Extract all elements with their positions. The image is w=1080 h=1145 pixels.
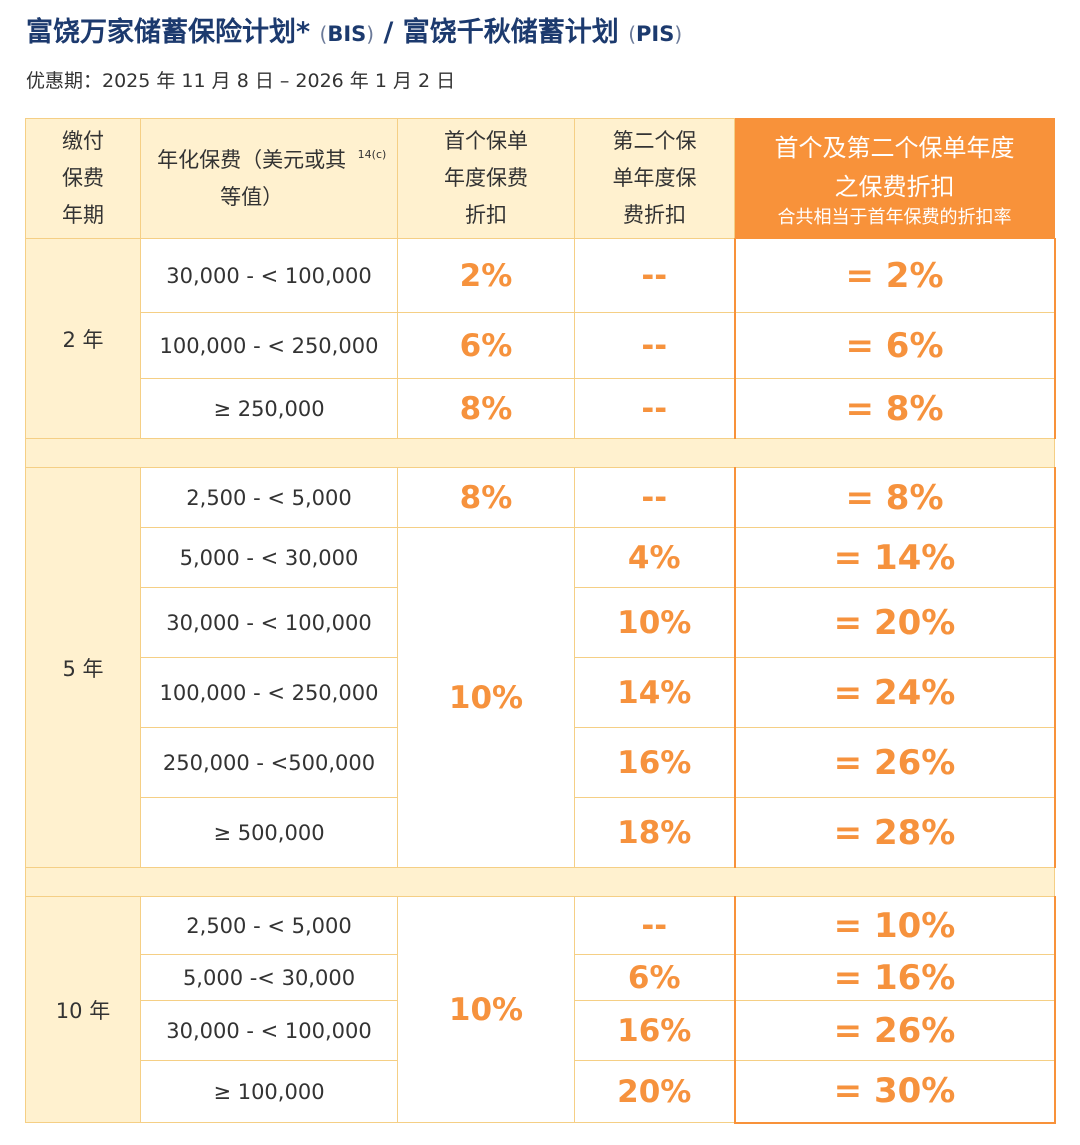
second-year-discount: 20% [574, 1060, 735, 1123]
footnote-ref: 14(c) [357, 147, 387, 161]
second-year-discount: 6% [574, 954, 735, 1001]
premium-range: 250,000 - <500,000 [140, 727, 398, 798]
discount-table: 缴付保费年期 年化保费（美元或其等值）14(c) 首个保单年度保费折扣 第二个保… [25, 118, 1056, 1124]
combined-discount: = 8% [733, 378, 1056, 439]
header-second-year: 第二个保单年度保费折扣 [574, 118, 735, 239]
header-first-year: 首个保单年度保费折扣 [397, 118, 575, 239]
premium-range: ≥ 100,000 [140, 1060, 398, 1123]
title-main: 富饶万家储蓄保险计划* [26, 17, 311, 48]
term-cell: 10 年 [25, 896, 141, 1123]
second-year-discount: 18% [574, 797, 735, 868]
combined-discount: = 2% [733, 238, 1056, 313]
group-separator [25, 867, 1055, 897]
combined-discount: = 6% [733, 312, 1056, 379]
header-combined-sub: 合共相当于首年保费的折扣率 [777, 206, 1012, 228]
term-cell: 2 年 [25, 238, 141, 439]
premium-range: 30,000 - < 100,000 [140, 1000, 398, 1061]
first-year-discount: 10% [397, 527, 575, 868]
premium-range: 2,500 - < 5,000 [140, 896, 398, 955]
title-pis: PIS [636, 22, 675, 46]
first-year-discount: 2% [397, 238, 575, 313]
premium-range: ≥ 500,000 [140, 797, 398, 868]
header-premium: 年化保费（美元或其等值）14(c) [140, 118, 398, 239]
second-year-discount: 10% [574, 587, 735, 658]
premium-range: 5,000 -< 30,000 [140, 954, 398, 1001]
header-combined: 首个及第二个保单年度之保费折扣 合共相当于首年保费的折扣率 [734, 118, 1055, 239]
premium-range: 5,000 - < 30,000 [140, 527, 398, 588]
page-title: 富饶万家储蓄保险计划* (BIS) / 富饶千秋储蓄计划 (PIS) [26, 17, 683, 48]
second-year-discount: 4% [574, 527, 735, 588]
combined-discount: = 8% [733, 467, 1056, 528]
first-year-discount: 10% [397, 896, 575, 1123]
premium-range: 100,000 - < 250,000 [140, 657, 398, 728]
second-year-discount: -- [574, 896, 735, 955]
combined-discount: = 14% [733, 527, 1056, 588]
second-year-discount: -- [574, 378, 735, 439]
title-bis: BIS [327, 22, 367, 46]
combined-discount: = 16% [733, 954, 1056, 1001]
title-second: 富饶千秋储蓄计划 [402, 17, 619, 48]
second-year-discount: 14% [574, 657, 735, 728]
combined-discount: = 24% [733, 657, 1056, 728]
second-year-discount: 16% [574, 1000, 735, 1061]
first-year-discount: 6% [397, 312, 575, 379]
first-year-discount: 8% [397, 378, 575, 439]
premium-range: 30,000 - < 100,000 [140, 238, 398, 313]
header-term: 缴付保费年期 [25, 118, 141, 239]
second-year-discount: -- [574, 238, 735, 313]
title-separator: / [374, 17, 403, 48]
term-cell: 5 年 [25, 467, 141, 868]
premium-range: 2,500 - < 5,000 [140, 467, 398, 528]
premium-range: ≥ 250,000 [140, 378, 398, 439]
first-year-discount: 8% [397, 467, 575, 528]
combined-discount: = 10% [733, 896, 1056, 955]
combined-discount: = 28% [733, 797, 1056, 868]
group-separator [25, 438, 1055, 468]
combined-discount: = 30% [733, 1060, 1056, 1124]
second-year-discount: -- [574, 312, 735, 379]
offer-period: 优惠期：2025 年 11 月 8 日 – 2026 年 1 月 2 日 [26, 70, 456, 92]
second-year-discount: -- [574, 467, 735, 528]
combined-discount: = 26% [733, 1000, 1056, 1061]
combined-discount: = 20% [733, 587, 1056, 658]
premium-range: 30,000 - < 100,000 [140, 587, 398, 658]
combined-discount: = 26% [733, 727, 1056, 798]
premium-range: 100,000 - < 250,000 [140, 312, 398, 379]
second-year-discount: 16% [574, 727, 735, 798]
